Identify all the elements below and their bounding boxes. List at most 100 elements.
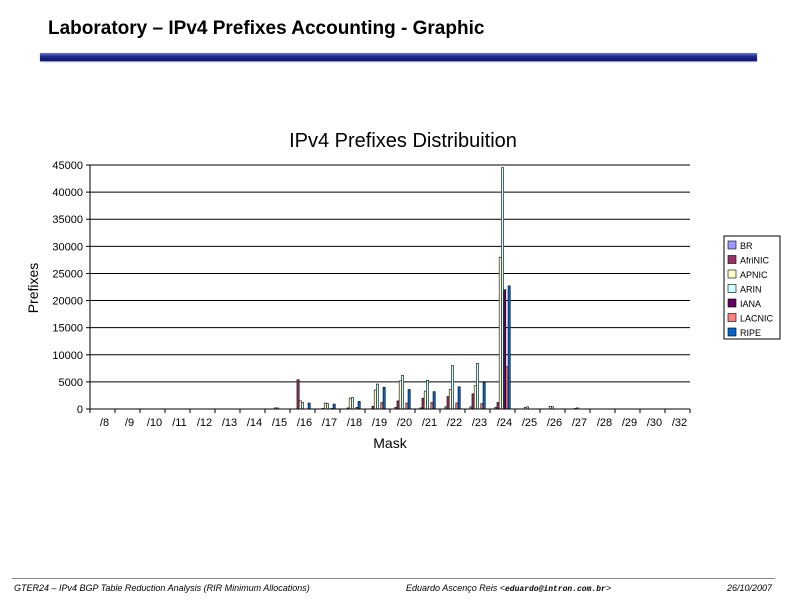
- x-tick-label: /9: [125, 417, 134, 429]
- legend-swatch-lacnic: [727, 313, 737, 322]
- bar-apnic-21: [423, 390, 427, 410]
- bar-afrinic-20: [396, 400, 400, 410]
- x-tick-label: /25: [522, 417, 537, 429]
- bar-afrinic-22: [446, 396, 450, 410]
- bar-apnic-16: [298, 400, 302, 410]
- y-tick-label: 5000: [59, 377, 83, 389]
- bar-ripe-19: [382, 387, 386, 410]
- legend-label-afrinic: AfriNIC: [740, 256, 770, 266]
- x-tick-label: /11: [172, 417, 186, 429]
- bar-lacnic-24: [505, 366, 509, 410]
- bar-ripe-18: [357, 401, 361, 410]
- x-tick-label: /13: [222, 417, 237, 429]
- x-tick-label: /14: [247, 417, 262, 429]
- bar-ripe-22: [457, 386, 461, 410]
- legend-swatch-ripe: [727, 327, 737, 337]
- bar-lacnic-23: [480, 403, 484, 410]
- bar-afrinic-24: [496, 402, 500, 410]
- x-tick-label: /12: [197, 417, 212, 429]
- x-tick-label: /20: [397, 417, 412, 429]
- bar-afrinic-23: [471, 393, 475, 410]
- bar-iana-24: [503, 289, 507, 410]
- bar-arin-17: [326, 403, 329, 410]
- footer-author: Eduardo Ascenço Reis <eduardo@intron.com…: [406, 583, 611, 594]
- x-tick-label: /17: [322, 417, 337, 429]
- x-tick-label: /21: [422, 417, 437, 429]
- y-tick-label: 10000: [52, 350, 83, 362]
- x-tick-label: /10: [147, 417, 162, 429]
- bar-arin-19: [376, 383, 379, 410]
- x-tick-label: /27: [572, 417, 587, 429]
- chart-title: IPv4 Prefixes Distribuition: [289, 130, 517, 152]
- x-tick-label: /16: [297, 417, 312, 429]
- legend-swatch-apnic: [727, 269, 737, 279]
- bar-ripe-16: [307, 402, 311, 410]
- legend-label-lacnic: LACNIC: [740, 314, 774, 324]
- y-tick-label: 45000: [52, 160, 83, 172]
- legend-label-arin: ARIN: [740, 285, 762, 295]
- x-tick-label: /15: [272, 417, 287, 429]
- y-tick-label: 40000: [52, 187, 83, 199]
- bar-lacnic-19: [380, 402, 384, 410]
- x-tick-label: /26: [547, 417, 562, 429]
- bar-arin-21: [426, 379, 429, 410]
- bar-afrinic-16: [296, 379, 300, 410]
- bar-apnic-23: [473, 385, 477, 410]
- x-tick-label: /22: [447, 417, 462, 429]
- legend-swatch-arin: [727, 284, 737, 293]
- bar-apnic-24: [498, 256, 502, 410]
- bar-ripe-23: [482, 382, 486, 410]
- bar-arin-24: [501, 167, 504, 410]
- bar-ripe-21: [432, 391, 436, 410]
- bar-arin-18: [351, 397, 354, 410]
- footer-presentation-title: GTER24 – IPv4 BGP Table Reduction Analys…: [14, 583, 310, 593]
- legend-label-ripe: RIPE: [740, 328, 761, 338]
- bar-apnic-18: [348, 397, 352, 410]
- footer-author-name: Eduardo Ascenço Reis <: [406, 583, 505, 593]
- bar-apnic-19: [373, 389, 377, 410]
- bar-lacnic-21: [430, 402, 434, 410]
- footer-date: 26/10/2007: [727, 583, 773, 593]
- title-rule: [40, 53, 757, 61]
- footer-email-close: >: [605, 583, 612, 593]
- y-tick-label: 15000: [52, 323, 83, 335]
- legend-label-apnic: APNIC: [740, 270, 768, 280]
- footer-email: eduardo@intron.com.br: [504, 585, 606, 594]
- footer-rule: [12, 578, 775, 579]
- x-tick-label: /8: [100, 417, 109, 429]
- x-tick-label: /18: [347, 417, 362, 429]
- y-tick-label: 25000: [52, 268, 83, 280]
- y-tick-label: 35000: [52, 214, 83, 226]
- x-tick-label: /24: [497, 417, 512, 429]
- legend-label-br: BR: [740, 241, 753, 251]
- bar-lacnic-20: [405, 402, 409, 410]
- bar-apnic-17: [323, 402, 327, 410]
- legend-swatch-br: [727, 240, 737, 250]
- y-tick-label: 20000: [52, 296, 83, 308]
- y-tick-label: 0: [77, 404, 83, 416]
- bar-arin-16: [301, 402, 304, 410]
- bar-arin-22: [451, 365, 454, 410]
- bar-ripe-20: [407, 389, 411, 410]
- bar-afrinic-21: [421, 397, 425, 410]
- x-tick-label: /30: [647, 417, 662, 429]
- x-tick-label: /28: [597, 417, 612, 429]
- x-tick-label: /32: [672, 417, 687, 429]
- bar-arin-20: [401, 375, 404, 410]
- y-axis-label: Prefixes: [25, 263, 41, 314]
- x-tick-label: /23: [472, 417, 487, 429]
- x-tick-label: /29: [622, 417, 637, 429]
- bar-ripe-24: [507, 285, 511, 410]
- bar-apnic-22: [448, 389, 452, 410]
- bar-apnic-20: [398, 380, 402, 410]
- x-tick-label: /19: [372, 417, 387, 429]
- bar-ripe-17: [332, 403, 336, 410]
- legend-swatch-iana: [727, 298, 737, 308]
- bar-arin-23: [476, 363, 479, 410]
- slide-title: Laboratory – IPv4 Prefixes Accounting - …: [48, 18, 485, 39]
- x-axis-label: Mask: [373, 435, 407, 451]
- legend-label-iana: IANA: [740, 299, 761, 309]
- bar-lacnic-22: [455, 402, 459, 410]
- legend-swatch-afrinic: [727, 255, 737, 264]
